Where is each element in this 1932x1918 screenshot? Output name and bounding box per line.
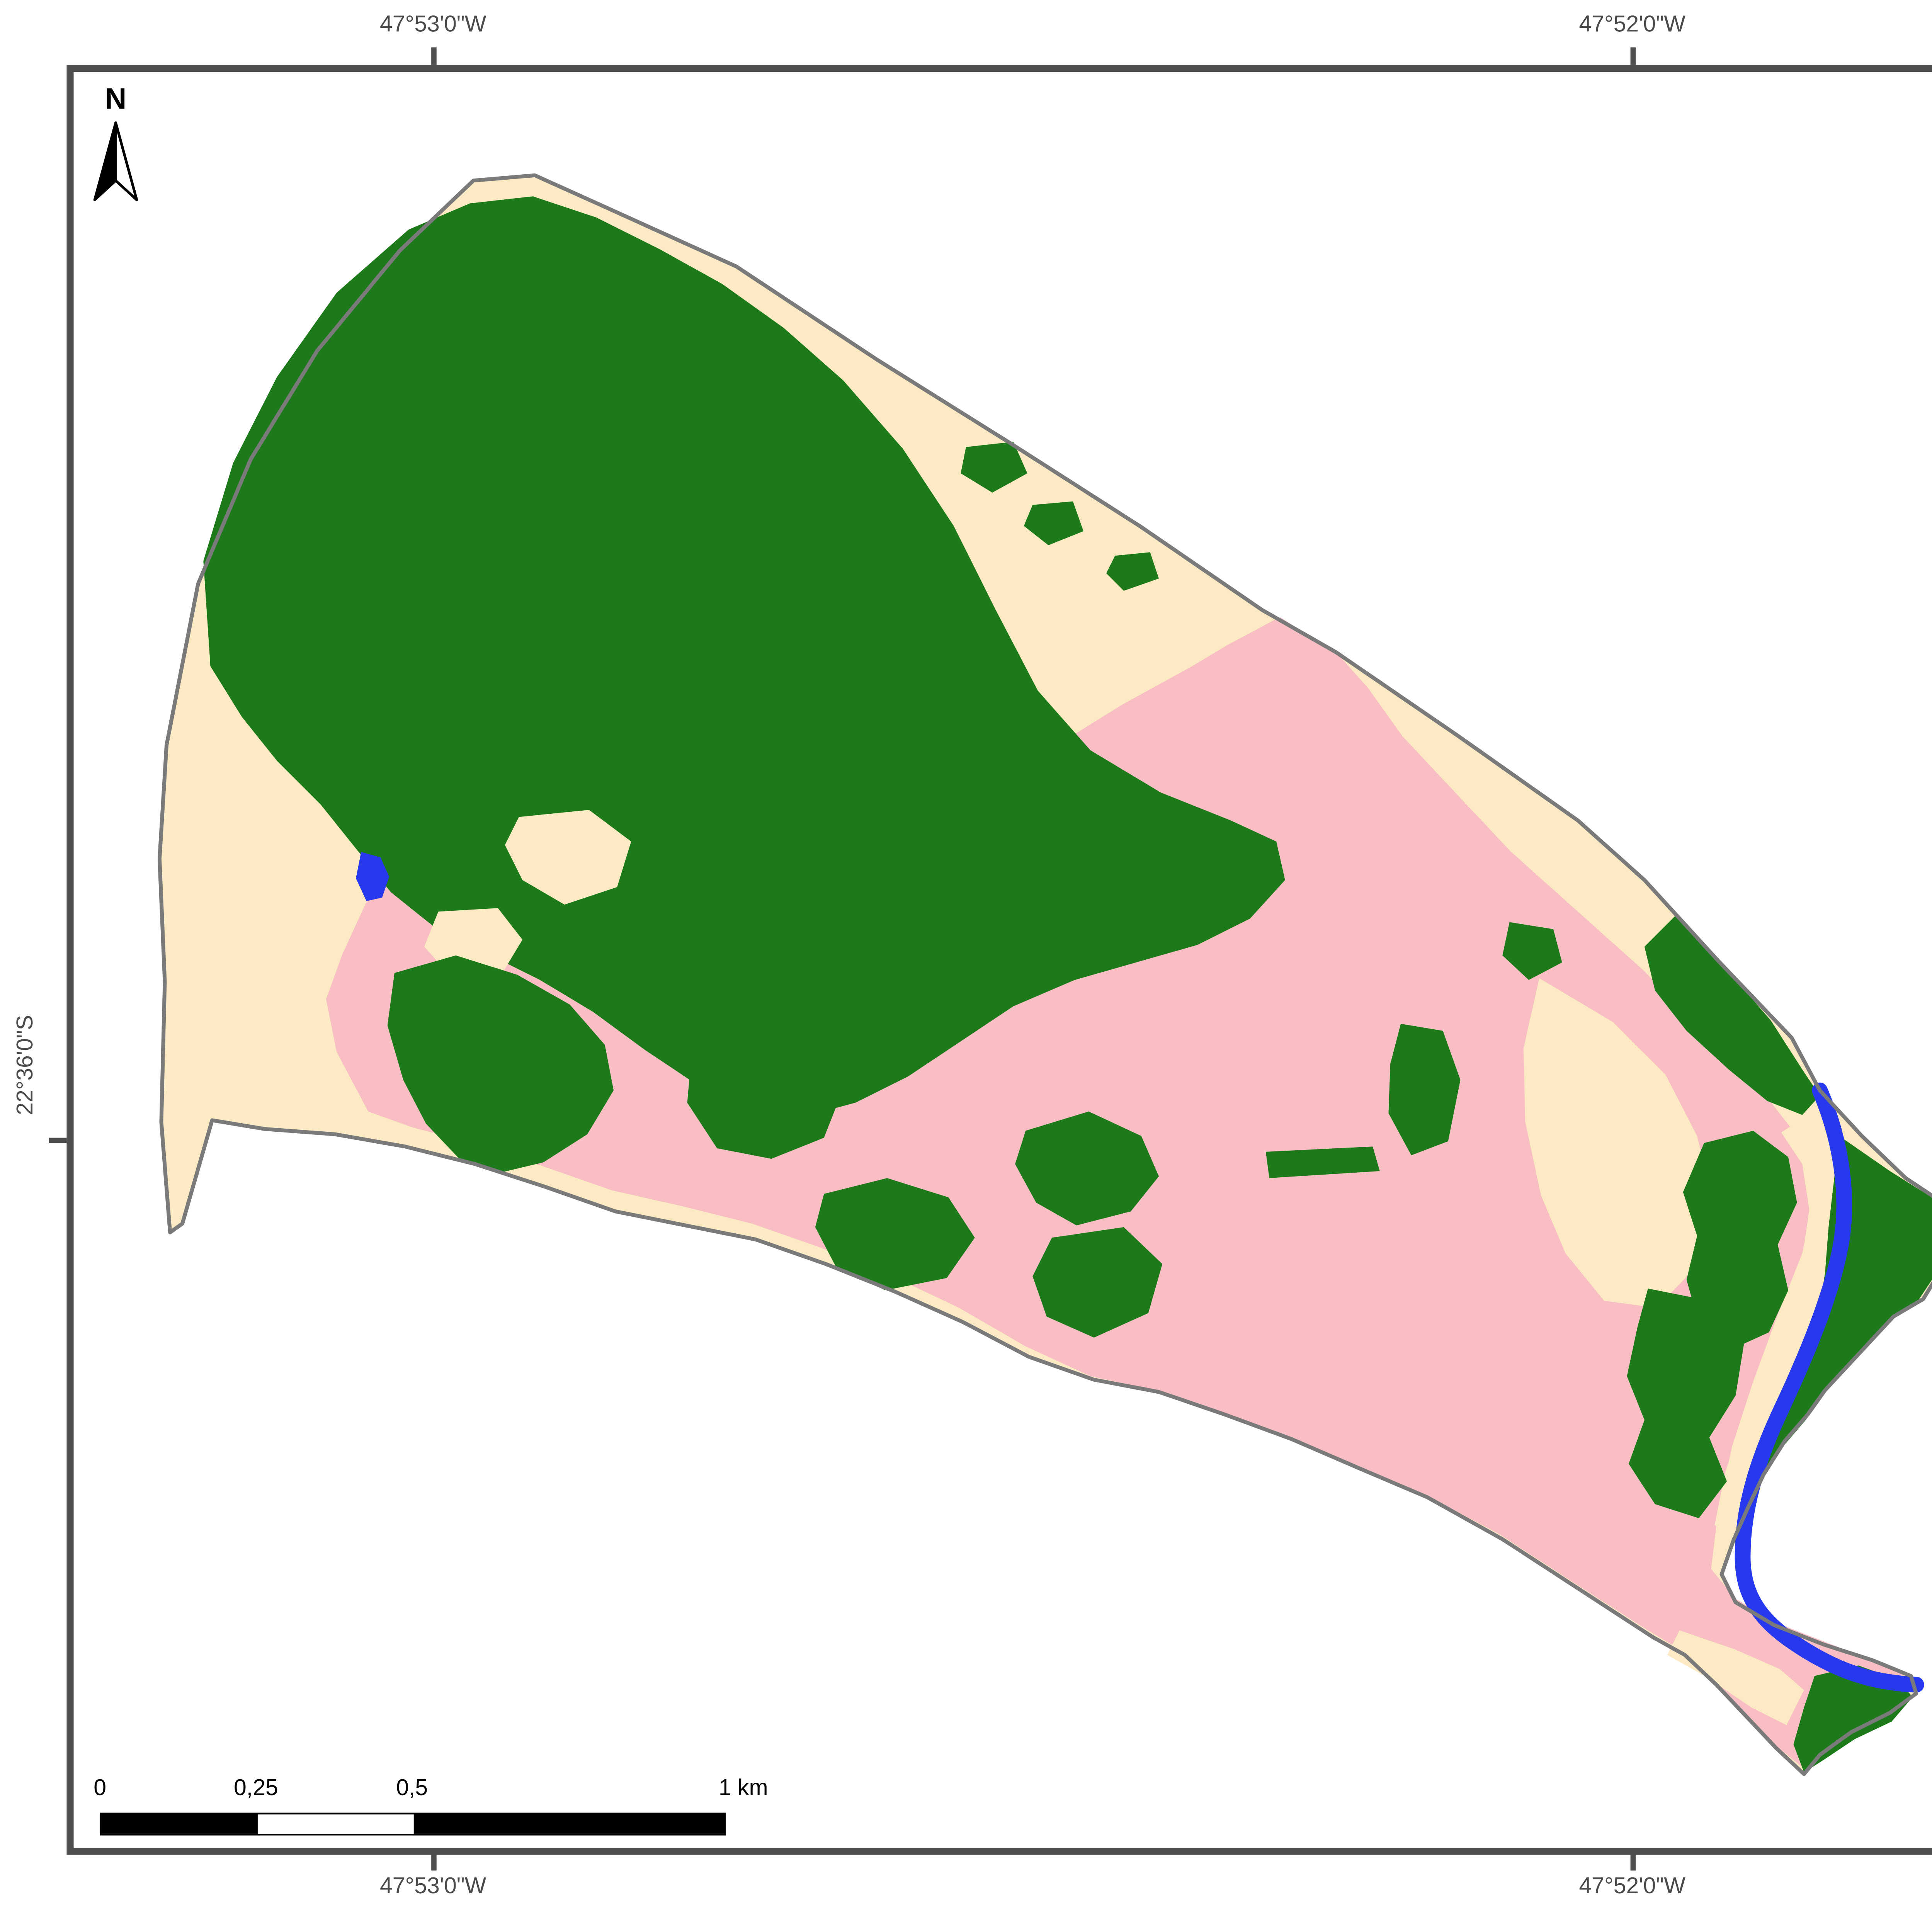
- graticule-tick: [1630, 47, 1636, 65]
- graticule-tick: [49, 1138, 67, 1143]
- scale-label-025: 0,25: [234, 1774, 278, 1801]
- scale-label-1km: 1 km: [718, 1774, 768, 1801]
- river: [1735, 1082, 1924, 1693]
- formacao-florestal-region: [687, 1024, 844, 1159]
- formacao-florestal-region: [961, 442, 1027, 493]
- formacao-florestal-region: [1627, 1288, 1745, 1518]
- longitude-label-top-east: 47°52'0"W: [1579, 10, 1685, 37]
- formacao-florestal-region: [1015, 1111, 1159, 1226]
- longitude-label-text: 47°53'0"W: [379, 10, 486, 37]
- formacao-florestal-region: [815, 1178, 975, 1291]
- formacao-florestal-region: [1265, 1146, 1380, 1178]
- longitude-label-bottom-west: 47°53'0"W: [380, 1872, 486, 1899]
- scale-segment: [413, 1814, 724, 1834]
- area-antropizada-patch: [505, 810, 631, 905]
- scale-label-0: 0: [94, 1774, 107, 1801]
- formacao-florestal-region: [1024, 501, 1083, 546]
- scale-segment: [257, 1814, 414, 1834]
- area-antropizada-patch: [1523, 978, 1715, 1308]
- formacao-florestal-region: [203, 196, 1285, 1117]
- longitude-label-bottom-east: 47°52'0"W: [1579, 1872, 1685, 1899]
- longitude-label-text: 47°53'0"W: [379, 1872, 486, 1899]
- graticule-tick: [431, 1853, 437, 1871]
- scale-bar-graphic: [100, 1813, 726, 1836]
- formacao-florestal-region: [1793, 1665, 1913, 1773]
- formacao-florestal-region: [387, 955, 614, 1173]
- north-arrow-icon: [93, 121, 138, 201]
- longitude-label-top-west: 47°53'0"W: [380, 10, 486, 37]
- graticule-tick: [1630, 1853, 1636, 1871]
- longitude-label-text: 47°52'0"W: [1579, 10, 1685, 37]
- formacao-florestal-region: [1388, 1024, 1461, 1156]
- pond: [356, 852, 389, 901]
- area-antropizada-patch: [1667, 1630, 1804, 1725]
- formacao-florestal-region: [1106, 552, 1159, 591]
- formacao-florestal-region: [1032, 1227, 1163, 1338]
- formacao-florestal-region: [1732, 1139, 1932, 1539]
- north-label: N: [105, 82, 127, 116]
- longitude-label-text: 47°52'0"W: [1579, 1872, 1685, 1899]
- north-arrow: N: [84, 84, 147, 205]
- area-antropizada-patch: [1714, 1122, 1834, 1534]
- limite-municipal-boundary: [157, 173, 1932, 1776]
- scale-label-05: 0,5: [396, 1774, 428, 1801]
- formacao-florestal-region: [1644, 915, 1820, 1115]
- graticule-tick: [431, 47, 437, 65]
- formacao-florestal-region: [1683, 1131, 1797, 1350]
- formacao-florestal-region: [1502, 922, 1562, 980]
- scale-segment: [102, 1814, 258, 1834]
